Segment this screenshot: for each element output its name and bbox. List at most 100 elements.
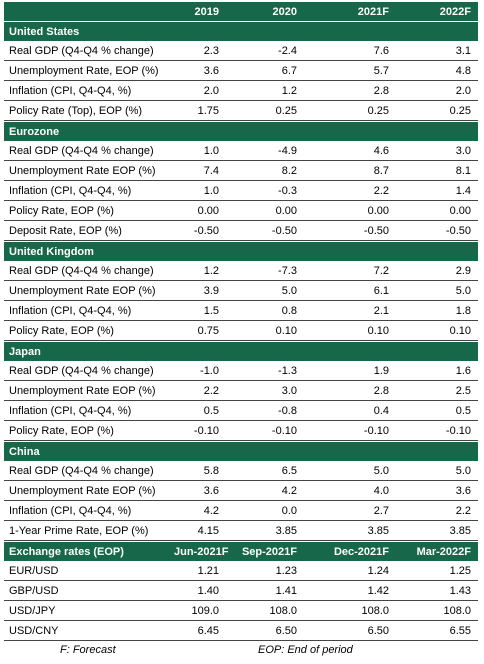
data-row: GBP/USD 1.40 1.41 1.42 1.43 — [4, 581, 478, 601]
value-cell: 0.5 — [455, 404, 471, 417]
value-cell: 1.9 — [373, 364, 389, 377]
value-cell: 1.40 — [197, 584, 219, 597]
value-cell: 0.75 — [197, 324, 219, 337]
header-label: Exchange rates (EOP) — [9, 545, 124, 558]
row-label: Unemployment Rate EOP (%) — [9, 384, 156, 397]
value-cell: 5.7 — [373, 64, 389, 77]
value-cell: 4.2 — [281, 484, 297, 497]
column-header: 2019 — [194, 5, 219, 18]
value-cell: 2.5 — [455, 384, 471, 397]
value-cell: 1.8 — [455, 304, 471, 317]
row-label: Policy Rate, EOP (%) — [9, 324, 114, 337]
value-cell: 2.9 — [455, 264, 471, 277]
row-label: Inflation (CPI, Q4-Q4, %) — [9, 84, 132, 97]
value-cell: 6.45 — [197, 624, 219, 637]
value-cell: 3.85 — [367, 524, 389, 537]
value-cell: -0.50 — [363, 224, 389, 237]
data-row: Real GDP (Q4-Q4 % change) 5.8 6.5 5.0 5.0 — [4, 461, 478, 481]
value-cell: 2.1 — [373, 304, 389, 317]
section-header: United States — [4, 22, 478, 41]
value-cell: 3.0 — [281, 384, 297, 397]
value-cell: 0.00 — [197, 204, 219, 217]
row-label: EUR/USD — [9, 564, 59, 577]
value-cell: 0.0 — [281, 504, 297, 517]
section-header: China — [4, 442, 478, 461]
value-cell: 1.42 — [367, 584, 389, 597]
value-cell: 1.6 — [455, 364, 471, 377]
row-label: Deposit Rate, EOP (%) — [9, 224, 122, 237]
data-row: Inflation (CPI, Q4-Q4, %) 4.2 0.0 2.7 2.2 — [4, 501, 478, 521]
value-cell: 0.5 — [203, 404, 219, 417]
value-cell: -7.3 — [278, 264, 297, 277]
column-header: 2022F — [439, 5, 471, 18]
value-cell: 0.00 — [275, 204, 297, 217]
value-cell: 4.0 — [373, 484, 389, 497]
value-cell: -1.3 — [278, 364, 297, 377]
value-cell: 3.6 — [203, 64, 219, 77]
value-cell: -0.50 — [193, 224, 219, 237]
data-row: Inflation (CPI, Q4-Q4, %) 0.5 -0.8 0.4 0.5 — [4, 401, 478, 421]
row-label: Real GDP (Q4-Q4 % change) — [9, 464, 154, 477]
value-cell: 1.2 — [281, 84, 297, 97]
value-cell: 3.0 — [455, 144, 471, 157]
section-header: Japan — [4, 342, 478, 361]
value-cell: 8.2 — [281, 164, 297, 177]
section-title: Japan — [9, 345, 41, 358]
value-cell: 1.4 — [455, 184, 471, 197]
value-cell: 2.2 — [373, 184, 389, 197]
value-cell: 3.1 — [455, 44, 471, 57]
value-cell: 1.21 — [197, 564, 219, 577]
value-cell: 1.5 — [203, 304, 219, 317]
value-cell: 2.0 — [455, 84, 471, 97]
row-label: Policy Rate, EOP (%) — [9, 424, 114, 437]
row-label: Inflation (CPI, Q4-Q4, %) — [9, 504, 132, 517]
data-row: Policy Rate, EOP (%) -0.10 -0.10 -0.10 -0.10 — [4, 421, 478, 441]
value-cell: 108.0 — [443, 604, 471, 617]
column-header: Mar-2022F — [416, 545, 471, 558]
value-cell: 2.7 — [373, 504, 389, 517]
value-cell: 6.50 — [367, 624, 389, 637]
value-cell: 6.1 — [373, 284, 389, 297]
value-cell: 3.85 — [275, 524, 297, 537]
value-cell: 2.3 — [203, 44, 219, 57]
value-cell: 0.25 — [449, 104, 471, 117]
value-cell: 2.8 — [373, 384, 389, 397]
row-label: USD/JPY — [9, 604, 56, 617]
value-cell: 4.6 — [373, 144, 389, 157]
row-label: Real GDP (Q4-Q4 % change) — [9, 264, 154, 277]
value-cell: 0.25 — [367, 104, 389, 117]
value-cell: -1.0 — [200, 364, 219, 377]
row-label: Unemployment Rate EOP (%) — [9, 284, 156, 297]
row-label: Unemployment Rate EOP (%) — [9, 484, 156, 497]
value-cell: -0.10 — [193, 424, 219, 437]
value-cell: -0.10 — [445, 424, 471, 437]
data-row: Unemployment Rate EOP (%) 3.6 4.2 4.0 3.6 — [4, 481, 478, 501]
value-cell: 1.0 — [203, 184, 219, 197]
value-cell: 7.6 — [373, 44, 389, 57]
value-cell: 5.0 — [281, 284, 297, 297]
value-cell: 1.43 — [449, 584, 471, 597]
value-cell: 7.4 — [203, 164, 219, 177]
value-cell: -2.4 — [278, 44, 297, 57]
footnote: F: Forecast — [60, 644, 116, 656]
data-row: Inflation (CPI, Q4-Q4, %) 2.0 1.2 2.8 2.0 — [4, 81, 478, 101]
footnote: EOP: End of period — [258, 644, 353, 656]
row-label: Policy Rate (Top), EOP (%) — [9, 104, 143, 117]
column-header: Jun-2021F — [174, 545, 229, 558]
value-cell: -0.8 — [278, 404, 297, 417]
row-label: Inflation (CPI, Q4-Q4, %) — [9, 184, 132, 197]
value-cell: 0.00 — [367, 204, 389, 217]
value-cell: 5.0 — [455, 464, 471, 477]
row-label: GBP/USD — [9, 584, 59, 597]
data-row: Policy Rate (Top), EOP (%) 1.75 0.25 0.25 0.… — [4, 101, 478, 121]
value-cell: 0.10 — [367, 324, 389, 337]
data-row: Real GDP (Q4-Q4 % change) -1.0 -1.3 1.9 1.6 — [4, 361, 478, 381]
value-cell: 0.10 — [275, 324, 297, 337]
data-row: Unemployment Rate, EOP (%) 3.6 6.7 5.7 4.8 — [4, 61, 478, 81]
section-title: United States — [9, 25, 80, 38]
value-cell: 108.0 — [269, 604, 297, 617]
value-cell: 1.75 — [197, 104, 219, 117]
data-row: Deposit Rate, EOP (%) -0.50 -0.50 -0.50 -0.5… — [4, 221, 478, 241]
data-row: Inflation (CPI, Q4-Q4, %) 1.0 -0.3 2.2 1.4 — [4, 181, 478, 201]
value-cell: -0.10 — [363, 424, 389, 437]
